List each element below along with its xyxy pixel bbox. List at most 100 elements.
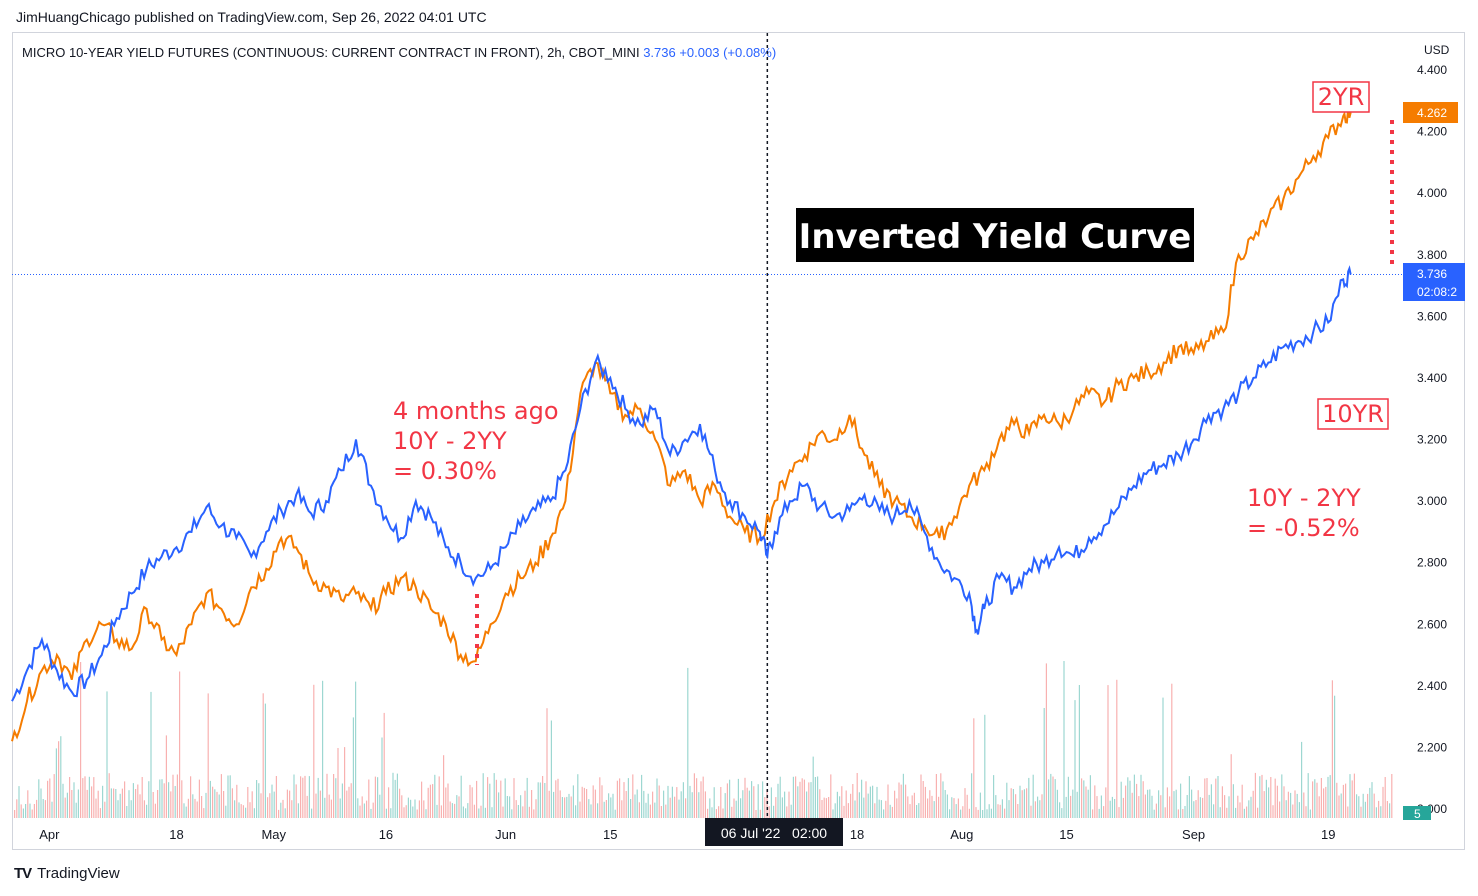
title-box xyxy=(796,208,1194,262)
volume-bar xyxy=(1120,781,1122,818)
volume-bar xyxy=(1239,802,1241,818)
volume-bar xyxy=(377,777,379,818)
volume-bar xyxy=(328,794,330,818)
volume-bar xyxy=(880,800,882,818)
volume-bar xyxy=(460,775,462,818)
volume-bar xyxy=(700,781,702,818)
volume-bar xyxy=(185,806,187,818)
volume-bar xyxy=(1389,803,1391,818)
volume-bar xyxy=(832,809,834,818)
volume-bar xyxy=(636,789,638,818)
volume-bar xyxy=(1028,777,1030,818)
volume-bar xyxy=(977,809,979,818)
volume-bar xyxy=(313,684,315,818)
y-tick-label: 4.200 xyxy=(1417,125,1447,139)
volume-bar xyxy=(1032,774,1034,818)
crosshair-time-label xyxy=(705,818,843,846)
volume-bar xyxy=(553,791,555,818)
volume-bar xyxy=(685,798,687,818)
volume-bar xyxy=(687,667,689,818)
volume-bar xyxy=(311,808,313,818)
volume-bar xyxy=(940,773,942,818)
x-tick-label: Sep xyxy=(1182,827,1205,842)
volume-bar xyxy=(652,791,654,818)
volume-bar xyxy=(931,795,933,818)
annotation-right-line2: = -0.52% xyxy=(1247,514,1360,542)
volume-bar xyxy=(289,790,291,818)
volume-bar xyxy=(676,787,678,818)
volume-bar xyxy=(836,791,838,818)
volume-bar xyxy=(1118,807,1120,818)
volume-bar xyxy=(801,778,803,818)
volume-bar xyxy=(1375,807,1377,818)
y-axis-ticks: 4.400 4.200 4.000 3.800 3.600 3.400 3.200 3.000… xyxy=(1417,63,1447,816)
volume-bar xyxy=(1263,791,1265,818)
volume-bar xyxy=(1045,663,1047,818)
volume-bar xyxy=(260,793,262,818)
volume-bar xyxy=(779,776,781,818)
volume-bar xyxy=(1186,795,1188,818)
volume-bar xyxy=(304,775,306,818)
volume-bar xyxy=(946,794,948,818)
volume-bar xyxy=(84,776,86,818)
volume-bar xyxy=(205,792,207,818)
volume-bar xyxy=(1208,794,1210,818)
volume-bar xyxy=(1004,808,1006,818)
volume-bar xyxy=(839,796,841,818)
volume-bar xyxy=(498,792,500,818)
volume-bar xyxy=(621,800,623,818)
volume-bar xyxy=(473,804,475,818)
volume-bar xyxy=(603,801,605,818)
volume-bar xyxy=(203,808,205,818)
volume-bar xyxy=(825,798,827,818)
volume-bar xyxy=(1386,801,1388,818)
volume-bar xyxy=(953,798,955,818)
volume-bar xyxy=(315,793,317,818)
volume-bar xyxy=(806,791,808,818)
volume-bar xyxy=(1177,809,1179,818)
volume-bar xyxy=(768,806,770,818)
price-tag-2yr xyxy=(1403,102,1458,123)
volume-bar xyxy=(982,810,984,818)
legend-symbol: MICRO 10-YEAR YIELD FUTURES (CONTINUOUS:… xyxy=(22,45,640,60)
volume-bar xyxy=(641,774,643,818)
volume-bar xyxy=(1056,789,1058,818)
volume-bar xyxy=(935,774,937,818)
volume-bar xyxy=(1331,680,1333,818)
volume-bar xyxy=(22,808,24,818)
volume-bar xyxy=(1199,797,1201,818)
volume-bar xyxy=(773,805,775,818)
volume-bar xyxy=(1012,789,1014,818)
volume-bar xyxy=(1114,799,1116,818)
volume-bar xyxy=(902,773,904,818)
volume-bar xyxy=(986,809,988,818)
volume-bar xyxy=(797,786,799,818)
volume-bar xyxy=(1151,795,1153,818)
volume-bar xyxy=(135,789,137,818)
volume-bar xyxy=(487,777,489,818)
volume-bar xyxy=(1052,776,1054,818)
volume-bar xyxy=(1226,807,1228,818)
volume-bar xyxy=(80,662,82,818)
volume-bar xyxy=(1140,774,1142,818)
volume-bar xyxy=(742,790,744,818)
volume-bar xyxy=(348,786,350,818)
volume-bar xyxy=(605,800,607,818)
volume-bar xyxy=(889,804,891,818)
volume-bar xyxy=(1017,804,1019,818)
volume-bar xyxy=(282,799,284,818)
volume-bar xyxy=(973,718,975,818)
volume-bar xyxy=(1320,778,1322,818)
volume-bar xyxy=(38,779,40,818)
volume-bar xyxy=(993,775,995,818)
volume-bar xyxy=(456,795,458,818)
x-tick-label: Apr xyxy=(39,827,60,842)
volume-bar xyxy=(1158,790,1160,818)
volume-bar xyxy=(278,809,280,818)
volume-bar xyxy=(693,773,695,818)
volume-bar xyxy=(238,802,240,818)
volume-bar xyxy=(896,798,898,818)
y-tick-label: 4.000 xyxy=(1417,186,1447,200)
volume-bar xyxy=(979,792,981,818)
